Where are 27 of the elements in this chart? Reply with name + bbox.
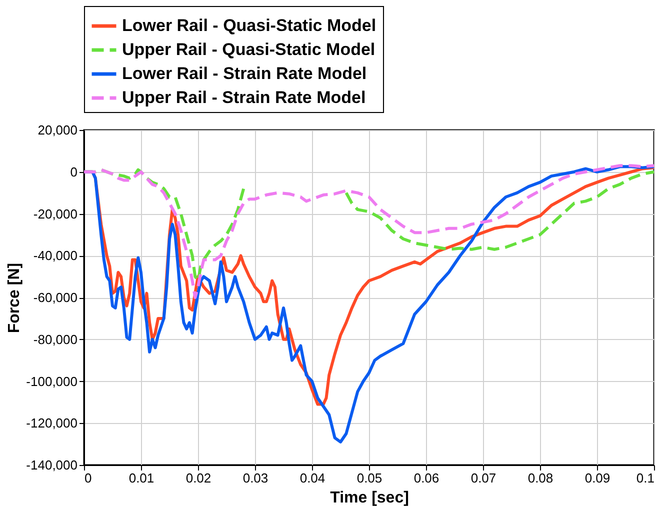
y-tick-label: -40,000 [33, 248, 78, 264]
x-tick-label: 0.09 [584, 470, 610, 486]
y-tick-label: -100,000 [26, 374, 78, 389]
x-tick-label: 0.08 [528, 470, 554, 486]
x-tick-label: 0.01 [128, 470, 154, 486]
y-tick-label: 20,000 [38, 122, 78, 138]
x-tick-label: 0.03 [242, 470, 268, 486]
legend-label: Upper Rail - Quasi-Static Model [122, 40, 376, 59]
x-tick-label: 0.04 [300, 470, 326, 486]
legend-label: Lower Rail - Strain Rate Model [122, 64, 367, 83]
y-tick-label: -60,000 [33, 290, 78, 305]
y-tick-label: -20,000 [33, 206, 78, 222]
x-axis-title: Time [sec] [330, 490, 409, 506]
x-tick-label: 0 [84, 470, 92, 486]
y-tick-label: -120,000 [26, 416, 78, 431]
y-tick-label: -140,000 [26, 458, 78, 472]
legend-label: Upper Rail - Strain Rate Model [122, 88, 366, 107]
line-series [82, 164, 656, 299]
x-tick-label: 0.06 [414, 470, 440, 486]
x-tick-label: 0.05 [356, 470, 382, 486]
y-tick-label: 0 [70, 164, 78, 180]
y-tick-label: -80,000 [33, 332, 78, 347]
x-tick-label: 0.02 [186, 470, 212, 486]
legend-label: Lower Rail - Quasi-Static Model [122, 16, 376, 35]
y-axis-title: Force [N] [6, 262, 24, 334]
x-tick-label: 0.1 [636, 470, 654, 486]
x-tick-label: 0.07 [470, 470, 496, 486]
